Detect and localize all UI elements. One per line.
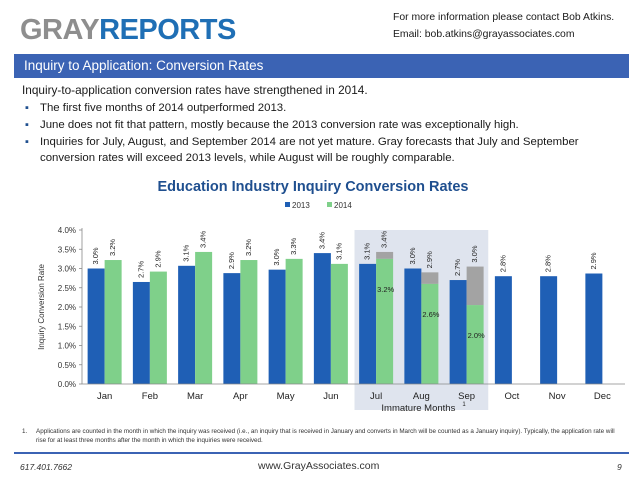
bar-2014-feb [149,271,167,384]
data-label-2013-sep: 2.7% [453,259,462,276]
bar-2013-nov [540,276,558,384]
x-tick-label: Sep [458,391,475,402]
immature-months-label: Immature Months [381,403,455,414]
data-label-2013-apr: 2.9% [227,252,236,269]
contact-line: For more information please contact Bob … [393,12,615,23]
data-label-2013-nov: 2.8% [544,255,553,272]
data-label-2013-mar: 3.1% [182,244,191,261]
x-tick-label: Aug [413,391,430,402]
logo-gray-text: GRAY [20,14,100,46]
x-tick-label: Apr [233,391,248,402]
legend-label-2013: 2013 [292,201,310,210]
inner-label-2014-jul: 3.2% [377,285,394,294]
data-label-2014-sep: 3.0% [470,245,479,262]
data-label-2014-jul: 3.4% [380,231,389,248]
bar-2014-forecast-jul [376,251,394,259]
bar-2013-apr [223,273,241,384]
chart-title: Education Industry Inquiry Conversion Ra… [158,179,469,195]
intro-text: Inquiry-to-application conversion rates … [22,83,368,97]
data-label-2013-oct: 2.8% [498,255,507,272]
bar-2014-jul [376,258,394,384]
page-number: 9 [617,462,622,472]
bar-2013-jun [313,253,331,384]
bullet-item: June does not fit that pattern, mostly b… [22,117,622,133]
bar-2014-apr [240,260,258,384]
contact-email: Email: bob.atkins@grayassociates.com [393,29,575,40]
bullet-item: Inquiries for July, August, and Septembe… [22,134,622,166]
data-label-2014-may: 3.3% [289,237,298,254]
bullet-list: The first five months of 2014 outperform… [22,100,622,167]
bar-2013-may [268,269,286,384]
data-label-2014-mar: 3.4% [199,231,208,248]
bar-2014-mar [195,251,213,384]
bar-2013-feb [132,281,150,384]
legend-swatch-2013 [285,202,290,207]
logo-reports-text: REPORTS [99,14,236,46]
data-label-2014-jun: 3.1% [334,242,343,259]
data-label-2013-jun: 3.4% [317,232,326,249]
contact-info: For more information please contact Bob … [393,9,614,43]
bar-2013-jan [87,268,105,384]
bar-2013-oct [494,276,512,384]
data-label-2013-jul: 3.1% [363,242,372,259]
bar-2014-forecast-aug [421,272,439,284]
data-label-2013-jan: 3.0% [91,247,100,264]
footer-website: www.GrayAssociates.com [258,460,380,472]
data-label-2014-aug: 2.9% [425,251,434,268]
bar-2013-aug [404,268,422,384]
x-tick-label: Jun [323,391,338,402]
data-label-2013-dec: 2.9% [589,252,598,269]
x-tick-label: Jan [97,391,112,402]
bar-2013-sep [449,280,467,384]
x-tick-label: Nov [549,391,566,402]
x-tick-label: Mar [187,391,203,402]
x-tick-label: Dec [594,391,611,402]
data-label-2014-feb: 2.9% [153,250,162,267]
legend-label-2014: 2014 [334,201,352,210]
footer-phone: 617.401.7662 [20,462,72,472]
inner-label-2014-aug: 2.6% [422,310,439,319]
data-label-2013-aug: 3.0% [408,247,417,264]
y-tick-label: 1.0% [58,342,76,351]
data-label-2013-may: 3.0% [272,248,281,265]
inner-label-2014-sep: 2.0% [468,331,485,340]
data-label-2014-apr: 3.2% [244,239,253,256]
bar-2014-may [285,258,303,384]
y-tick-label: 0.0% [58,380,76,389]
x-tick-label: Jul [370,391,382,402]
y-tick-label: 3.0% [58,265,76,274]
x-tick-label: Oct [504,391,519,402]
y-tick-label: 4.0% [58,226,76,235]
conversion-rate-chart: Education Industry Inquiry Conversion Ra… [30,174,630,424]
chart-svg: Education Industry Inquiry Conversion Ra… [37,179,625,414]
x-tick-label: May [277,391,295,402]
bar-2013-mar [178,265,196,384]
bar-2013-jul [359,263,377,384]
bar-2014-jan [104,260,122,384]
y-tick-label: 2.0% [58,303,76,312]
bar-2014-sep [466,305,484,384]
bar-2013-dec [585,273,603,384]
footer-divider [14,452,629,454]
bar-2014-jun [330,263,348,384]
data-label-2014-jan: 3.2% [108,239,117,256]
bar-2014-forecast-sep [466,266,484,306]
y-tick-label: 1.5% [58,322,76,331]
immature-footnote-mark: 1 [462,402,466,408]
footnote-text: Applications are counted in the month in… [36,428,615,444]
x-tick-label: Feb [142,391,158,402]
y-axis-title: Inquiry Conversion Rate [37,264,46,350]
bullet-item: The first five months of 2014 outperform… [22,100,622,116]
y-tick-label: 2.5% [58,284,76,293]
report-header: GRAYREPORTS For more information please … [0,0,643,54]
grayreports-logo: GRAYREPORTS [20,14,236,47]
legend-swatch-2014 [327,202,332,207]
footnote-number: 1. [22,428,28,435]
bar-2014-aug [421,283,439,384]
y-tick-label: 3.5% [58,245,76,254]
data-label-2013-feb: 2.7% [136,261,145,278]
y-tick-label: 0.5% [58,361,76,370]
section-banner: Inquiry to Application: Conversion Rates [14,54,629,78]
